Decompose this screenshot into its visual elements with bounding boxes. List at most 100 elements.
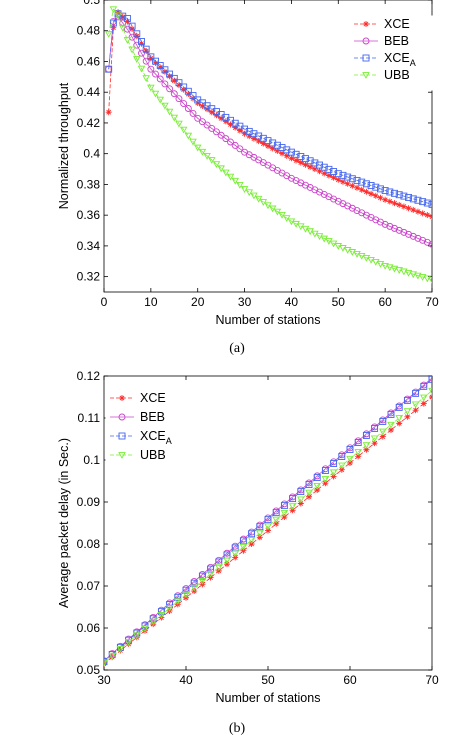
data-point <box>396 201 403 208</box>
data-point <box>241 130 248 137</box>
data-point <box>109 19 117 27</box>
y-tick-label: 0.32 <box>77 270 101 284</box>
legend-label: XCE <box>384 17 410 31</box>
data-point <box>280 509 289 517</box>
data-point <box>189 92 197 100</box>
data-point <box>226 173 235 181</box>
y-tick-label: 0.11 <box>78 411 101 425</box>
data-point <box>222 135 230 143</box>
data-point <box>179 126 188 134</box>
legend-marker <box>362 54 370 62</box>
data-point <box>423 275 432 283</box>
data-point <box>241 125 249 133</box>
data-point <box>189 138 197 146</box>
data-point <box>105 109 112 116</box>
data-point <box>418 274 427 281</box>
data-point <box>110 24 117 31</box>
data-point <box>105 65 113 73</box>
data-point <box>278 144 286 151</box>
data-point <box>114 12 122 20</box>
legend-label-subscript: A <box>166 436 172 446</box>
data-point <box>395 403 403 411</box>
y-tick-label: 0.06 <box>77 621 101 635</box>
data-point <box>409 271 418 279</box>
data-point <box>161 80 169 88</box>
data-point <box>222 118 229 125</box>
data-point <box>390 265 399 273</box>
data-point <box>108 652 116 660</box>
data-point <box>343 247 352 254</box>
data-point <box>371 425 379 432</box>
data-point <box>264 202 272 210</box>
data-point <box>250 135 257 142</box>
data-point <box>287 148 295 156</box>
data-point <box>166 70 174 78</box>
axes-box <box>103 0 433 293</box>
data-point <box>161 68 168 75</box>
data-point <box>325 165 333 173</box>
data-point <box>184 105 192 112</box>
data-point <box>208 109 215 116</box>
data-point <box>118 24 127 32</box>
data-point <box>133 30 141 38</box>
data-point <box>217 131 225 139</box>
data-point <box>227 121 234 128</box>
data-point <box>302 161 309 168</box>
data-point <box>278 212 286 219</box>
data-point <box>116 645 125 653</box>
y-tick-label: 0.4 <box>83 147 100 161</box>
data-point <box>142 75 150 82</box>
data-point <box>240 547 247 554</box>
data-point <box>423 238 431 246</box>
data-point <box>405 205 412 212</box>
data-point <box>147 55 154 62</box>
x-tick-label: 30 <box>238 295 252 309</box>
data-point <box>147 65 155 73</box>
data-point <box>174 598 182 606</box>
x-tick-label: 60 <box>378 295 392 309</box>
legend-label: XCEA <box>140 429 172 446</box>
data-point <box>259 199 268 206</box>
data-point <box>256 534 263 541</box>
data-point <box>412 389 420 397</box>
data-point <box>288 155 295 162</box>
data-point <box>334 243 343 250</box>
data-point <box>348 175 356 183</box>
data-point <box>289 507 296 514</box>
legend-marker <box>118 452 126 459</box>
data-point <box>208 157 216 164</box>
data-point <box>184 132 193 140</box>
data-point <box>166 601 174 608</box>
data-point <box>386 222 394 230</box>
data-point <box>420 394 428 402</box>
data-point <box>314 486 321 493</box>
data-point <box>362 180 370 188</box>
legend-box <box>349 15 433 91</box>
series-line <box>108 11 432 218</box>
data-point <box>268 205 277 213</box>
legend-label: UBB <box>140 448 166 462</box>
data-point <box>420 382 428 390</box>
data-point <box>338 462 346 470</box>
data-point <box>412 407 419 414</box>
data-point <box>379 428 387 436</box>
data-point <box>189 109 197 117</box>
data-point <box>190 579 198 587</box>
data-point <box>386 188 394 196</box>
data-point <box>283 146 291 154</box>
data-point <box>363 188 370 195</box>
data-point <box>311 166 318 173</box>
data-point <box>367 182 375 189</box>
data-point <box>339 178 346 185</box>
data-point <box>293 157 300 164</box>
data-point <box>123 37 132 44</box>
legend-label: XCE <box>140 391 166 405</box>
data-point <box>424 212 431 219</box>
data-point <box>109 6 118 14</box>
data-point <box>377 185 384 193</box>
y-tick-label: 0.09 <box>77 495 101 509</box>
data-point <box>377 194 384 201</box>
